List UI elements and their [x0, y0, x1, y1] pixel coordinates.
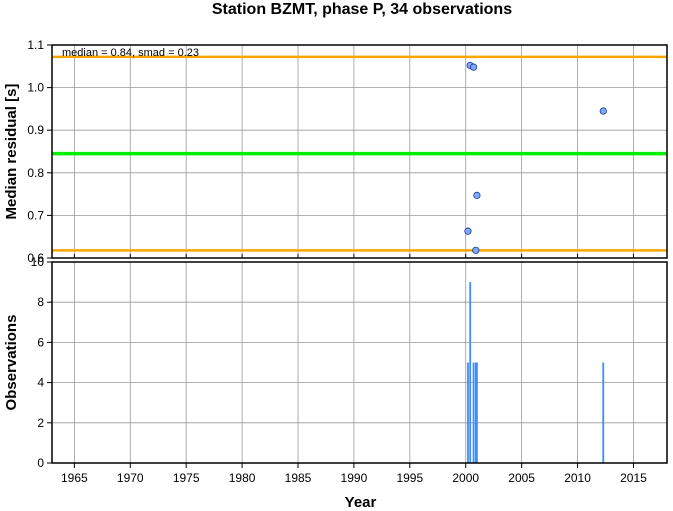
- observation-bar: [469, 282, 472, 463]
- year-x-axis-label: Year: [345, 494, 377, 511]
- year-x-ticks: 1965 1970 1975 1980 1985 1990 1995 2000 2005 2010…: [61, 463, 647, 485]
- year-x-tick-label: 1990: [341, 471, 368, 485]
- year-x-tick-label: 2015: [620, 471, 647, 485]
- residual-y-axis-label: Median residual [s]: [3, 84, 20, 220]
- residual-frame: [51, 44, 668, 259]
- observation-bar: [476, 362, 478, 463]
- residual-grid: [52, 44, 667, 259]
- reference-lines: [52, 55, 667, 252]
- observation-bar: [474, 362, 477, 463]
- observations-panel: 0 2 4 6 8 10 1965 1970 1975 1980 1985 1990 1995 2000…: [3, 255, 668, 511]
- residual-y-tick-label: 0.8: [27, 166, 44, 180]
- observations-y-tick-label: 10: [31, 255, 45, 269]
- year-x-tick-label: 1995: [396, 471, 423, 485]
- year-x-tick-label: 1965: [61, 471, 88, 485]
- residual-point: [473, 191, 481, 199]
- residual-y-tick-label: 0.6: [27, 251, 44, 265]
- year-x-tick-label: 1975: [173, 471, 200, 485]
- year-x-tick-label: 1985: [285, 471, 312, 485]
- residual-point: [469, 63, 478, 71]
- observations-grid: [52, 261, 667, 464]
- residual-y-ticks: 0.6 0.7 0.8 0.9 1.0 1.1: [27, 38, 634, 265]
- residual-y-tick-label: 1.1: [27, 38, 44, 52]
- chart-title: Station BZMT, phase P, 34 observations: [212, 1, 512, 18]
- observations-y-axis-label: Observations: [3, 315, 20, 411]
- observations-y-tick-label: 6: [37, 335, 44, 349]
- year-x-tick-label: 2000: [452, 471, 479, 485]
- observations-y-tick-label: 2: [37, 416, 44, 430]
- year-x-tick-label: 1980: [229, 471, 256, 485]
- residual-point: [472, 246, 480, 254]
- residual-y-tick-label: 1.0: [27, 81, 44, 95]
- observation-bar: [467, 362, 469, 463]
- observations-y-tick-label: 4: [37, 376, 44, 390]
- residual-point: [599, 107, 607, 115]
- residual-panel: 0.6 0.7 0.8 0.9 1.0 1.1 median = 0.84, smad =…: [3, 38, 668, 265]
- observation-bar: [472, 362, 475, 463]
- observation-bars: [467, 282, 605, 463]
- observations-y-ticks: 0 2 4 6 8 10: [31, 255, 52, 470]
- observations-y-tick-label: 0: [37, 456, 44, 470]
- year-x-tick-label: 1970: [117, 471, 144, 485]
- residual-y-tick-label: 0.9: [27, 123, 44, 137]
- observations-y-tick-label: 8: [37, 295, 44, 309]
- year-x-tick-label: 2005: [508, 471, 535, 485]
- residual-point: [464, 227, 472, 235]
- observation-bar: [602, 362, 605, 463]
- year-x-tick-label: 2010: [564, 471, 591, 485]
- median-smad-annotation: median = 0.84, smad = 0.23: [62, 47, 199, 59]
- observations-frame: [51, 261, 668, 464]
- residual-y-tick-label: 0.7: [27, 208, 44, 222]
- residual-points: [464, 61, 607, 254]
